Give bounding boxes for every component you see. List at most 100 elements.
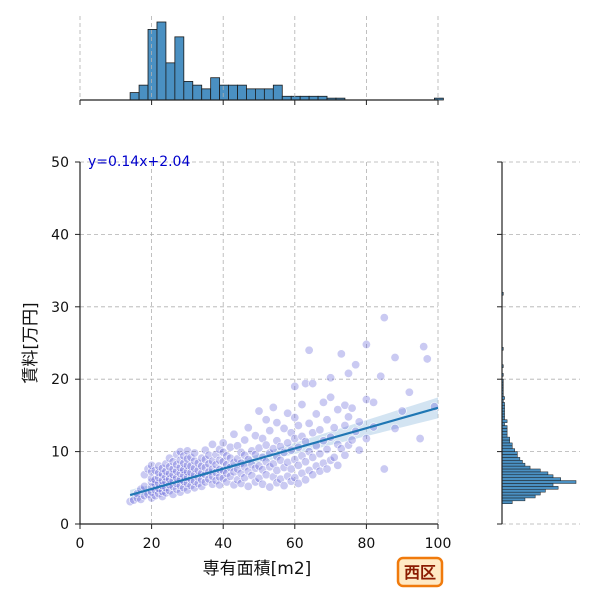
scatter-points	[125, 313, 439, 507]
x-hist-bar	[192, 84, 203, 101]
y-hist-bar	[501, 465, 531, 470]
y-hist-bar	[501, 419, 508, 423]
y-hist-bar	[501, 483, 554, 487]
top-marginal-histogram	[79, 16, 444, 105]
y-hist-bar	[501, 471, 549, 476]
scatter-point	[261, 470, 271, 480]
scatter-point	[279, 423, 289, 433]
scatter-point	[279, 481, 289, 491]
scatter-point	[154, 473, 164, 483]
scatter-point	[272, 418, 282, 428]
scatter-point	[218, 457, 228, 467]
scatter-point	[261, 440, 271, 450]
scatter-point	[125, 497, 135, 507]
y-tick-labels: 0 10 20 30 40 50	[51, 155, 69, 533]
scatter-point	[254, 406, 264, 416]
scatter-point	[283, 471, 293, 481]
scatter-point	[243, 481, 253, 491]
scatter-point	[290, 434, 300, 444]
x-axis-label: 専有面積[m2]	[203, 559, 312, 579]
right-marginal-histogram	[497, 161, 580, 525]
x-tick-label: 60	[286, 536, 304, 552]
scatter-point	[329, 423, 339, 433]
scatter-point	[290, 455, 300, 465]
y-hist-bar	[501, 425, 508, 429]
scatter-point	[304, 418, 314, 428]
y-hist-bar	[501, 439, 510, 444]
scatter-point	[361, 339, 371, 349]
y-axis-label: 賃料[万円]	[21, 302, 41, 383]
scatter-point	[390, 352, 400, 362]
scatter-point	[275, 442, 285, 452]
scatter-point	[293, 421, 303, 431]
scatter-point	[329, 452, 339, 462]
x-hist-bar	[228, 84, 238, 101]
scatter-point	[297, 400, 307, 410]
y-hist-bar	[501, 468, 541, 473]
scatter-point	[168, 489, 178, 499]
y-hist-bar	[501, 477, 561, 481]
scatter-point	[336, 349, 346, 359]
scatter-point	[236, 447, 246, 457]
scatter-point	[261, 415, 271, 425]
scatter-point	[318, 397, 328, 407]
scatter-point	[369, 397, 379, 407]
scatter-point	[326, 373, 336, 383]
regression-line	[129, 406, 439, 497]
scatter-point	[293, 478, 303, 488]
scatter-point	[143, 464, 153, 474]
scatter-point	[301, 457, 311, 467]
x-tick-label: 80	[357, 536, 375, 552]
scatter-point	[240, 435, 250, 445]
scatter-point	[340, 421, 350, 431]
x-hist-bar	[174, 36, 185, 101]
scatter-point	[419, 342, 429, 352]
y-hist-bar	[501, 462, 526, 467]
scatter-point	[211, 449, 221, 459]
scatter-point	[204, 450, 214, 460]
regression-equation: y=0.14x+2.04	[88, 154, 190, 170]
x-tick-label: 40	[214, 536, 232, 552]
scatter-point	[229, 429, 239, 439]
scatter-point	[315, 425, 325, 435]
scatter-point	[268, 444, 278, 454]
scatter-point	[172, 449, 182, 459]
x-hist-bar	[183, 81, 194, 101]
y-tick-label: 20	[51, 372, 69, 388]
scatter-point	[379, 464, 389, 474]
scatter-point	[354, 445, 364, 455]
y-hist-bar	[501, 451, 518, 455]
main-scatter-panel: 0 20 40 60 80 100 0 10 20 30 40 50	[51, 155, 451, 552]
scatter-point	[279, 463, 289, 473]
scatter-point	[179, 451, 189, 461]
scatter-point	[315, 449, 325, 459]
scatter-point	[404, 387, 414, 397]
x-hist-bar	[138, 84, 149, 101]
scatter-point	[265, 462, 275, 472]
scatter-point	[193, 478, 203, 488]
scatter-point	[308, 452, 318, 462]
y-hist-bar	[501, 474, 554, 478]
scatter-point	[215, 455, 225, 465]
scatter-point	[308, 379, 318, 389]
scatter-point	[290, 473, 300, 483]
y-hist-bar	[501, 431, 508, 435]
scatter-point	[168, 457, 178, 467]
scatter-point	[351, 360, 361, 370]
scatter-point	[165, 453, 175, 463]
y-hist-bar	[501, 442, 513, 447]
scatter-point	[200, 445, 210, 455]
y-hist-bar	[501, 445, 513, 449]
y-hist-bar	[501, 494, 536, 499]
x-hist-bar	[263, 88, 274, 101]
x-tick-labels: 0 20 40 60 80 100	[76, 536, 452, 552]
district-badge-label: 西区	[404, 563, 436, 582]
scatter-point	[250, 477, 260, 487]
scatter-point	[343, 368, 353, 378]
x-hist-bar	[156, 21, 167, 101]
scatter-point	[376, 371, 386, 381]
scatter-point	[311, 409, 321, 419]
y-hist-bar	[501, 457, 521, 461]
scatter-point	[147, 460, 157, 470]
